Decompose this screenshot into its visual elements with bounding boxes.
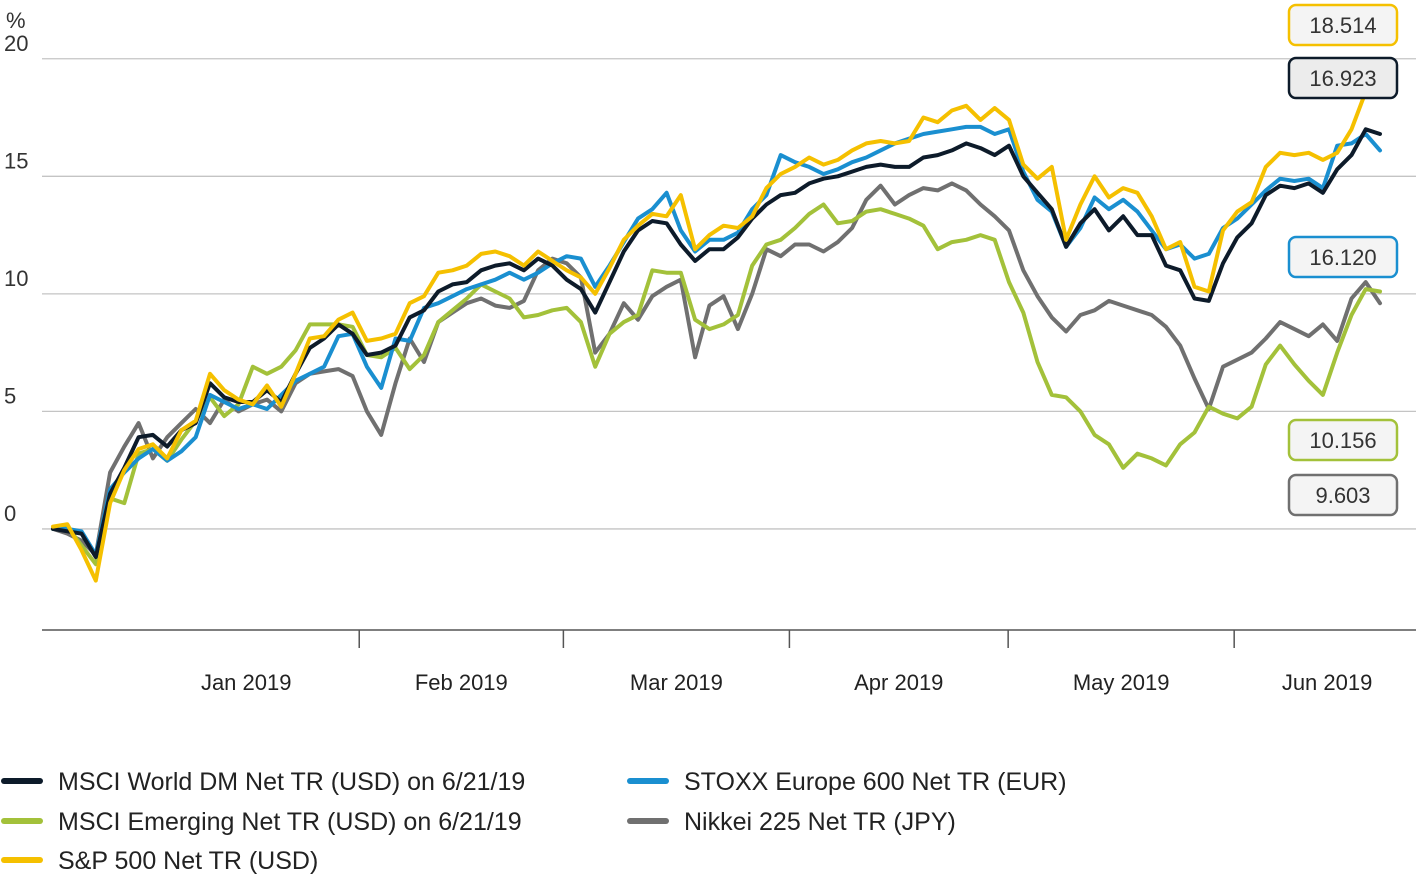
legend-label: MSCI Emerging Net TR (USD) on 6/21/19 (58, 808, 522, 836)
x-tick-label: Mar 2019 (630, 670, 723, 695)
legend-item-world: MSCI World DM Net TR (USD) on 6/21/19 (1, 768, 525, 796)
series-line-emerging (51, 202, 1382, 567)
series-line-stoxx (51, 124, 1382, 557)
y-axis: % 0 5 10 15 20 (4, 8, 28, 526)
legend-label: Nikkei 225 Net TR (JPY) (684, 808, 956, 836)
x-tick-label: Jan 2019 (201, 670, 292, 695)
end-value-badge-stoxx: 16.120 (1287, 235, 1399, 279)
x-tick-label: Apr 2019 (854, 670, 943, 695)
grid-lines (42, 58, 1416, 530)
y-tick-label: 10 (4, 266, 28, 291)
series-line-nikkei (51, 181, 1382, 557)
y-tick-label: 5 (4, 383, 16, 408)
y-tick-label: 20 (4, 31, 28, 56)
legend: MSCI World DM Net TR (USD) on 6/21/19 MSC… (1, 768, 1067, 875)
legend-item-sp500: S&P 500 Net TR (USD) (1, 847, 318, 875)
end-value-label: 16.923 (1309, 66, 1376, 91)
legend-label: S&P 500 Net TR (USD) (58, 847, 318, 875)
y-tick-label: 15 (4, 148, 28, 173)
legend-item-emerging: MSCI Emerging Net TR (USD) on 6/21/19 (1, 808, 522, 836)
end-value-label: 10.156 (1309, 428, 1376, 453)
legend-label: STOXX Europe 600 Net TR (EUR) (684, 768, 1067, 796)
end-value-badge-world: 16.923 (1287, 56, 1399, 100)
end-value-label: 9.603 (1315, 483, 1370, 508)
x-tick-label: Jun 2019 (1282, 670, 1373, 695)
legend-item-nikkei: Nikkei 225 Net TR (JPY) (627, 808, 956, 836)
y-axis-unit-label: % (6, 8, 26, 33)
end-value-badge-emerging: 10.156 (1287, 418, 1399, 462)
legend-item-stoxx: STOXX Europe 600 Net TR (EUR) (627, 768, 1067, 796)
x-tick-label: May 2019 (1073, 670, 1170, 695)
end-value-badge-sp500: 18.514 (1287, 3, 1399, 47)
x-tick-label: Feb 2019 (415, 670, 508, 695)
legend-label: MSCI World DM Net TR (USD) on 6/21/19 (58, 768, 525, 796)
end-value-badge-nikkei: 9.603 (1287, 473, 1399, 517)
x-axis: Jan 2019 Feb 2019 Mar 2019 Apr 2019 May 2019… (42, 629, 1416, 695)
end-value-badges: 18.514 16.923 16.120 10.156 9.603 (1287, 3, 1399, 517)
series-lines (51, 89, 1382, 583)
series-line-world (51, 127, 1382, 560)
series-line-sp500 (51, 89, 1382, 583)
y-tick-label: 0 (4, 501, 16, 526)
end-value-label: 18.514 (1309, 13, 1376, 38)
end-value-label: 16.120 (1309, 245, 1376, 270)
